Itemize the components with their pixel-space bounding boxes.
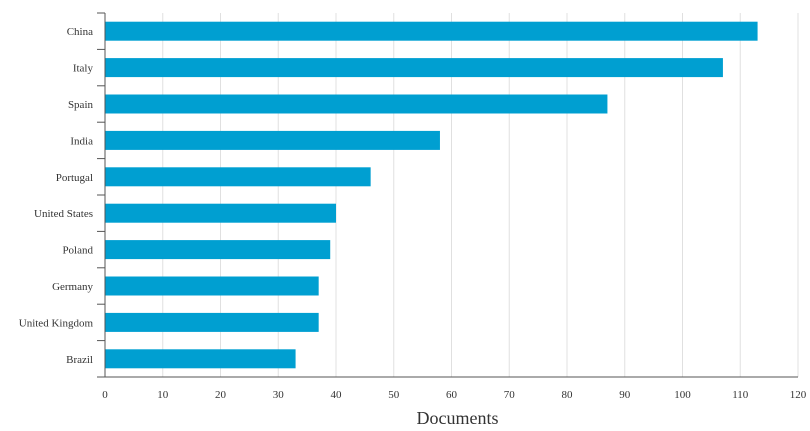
bar xyxy=(105,58,723,78)
x-tick-label: 100 xyxy=(674,389,691,401)
x-tick-label: 0 xyxy=(102,389,108,401)
category-label: Germany xyxy=(52,281,93,293)
category-label: Italy xyxy=(73,63,94,75)
x-tick-label: 120 xyxy=(790,389,807,401)
bar xyxy=(105,203,336,223)
category-label: United States xyxy=(34,208,93,220)
x-tick-label: 60 xyxy=(446,389,458,401)
bar xyxy=(105,312,319,332)
x-tick-label: 80 xyxy=(562,389,574,401)
x-tick-label: 30 xyxy=(273,389,285,401)
x-axis: 0 10 20 30 40 50 60 70 80 90 100 110 120 xyxy=(102,376,807,401)
category-label: United Kingdom xyxy=(19,317,94,329)
x-tick-label: 10 xyxy=(157,389,169,401)
x-tick-label: 90 xyxy=(619,389,631,401)
x-tick-label: 40 xyxy=(331,389,343,401)
bar xyxy=(105,240,331,260)
category-label: Brazil xyxy=(66,354,93,366)
x-tick-label: 110 xyxy=(732,389,749,401)
category-label: Portugal xyxy=(56,172,93,184)
category-label: India xyxy=(70,135,93,147)
bar xyxy=(105,167,371,187)
x-tick-label: 20 xyxy=(215,389,227,401)
category-label: Spain xyxy=(68,99,94,111)
x-tick-label: 50 xyxy=(388,389,400,401)
bar xyxy=(105,94,608,114)
category-label: China xyxy=(67,26,93,38)
x-axis-title: Documents xyxy=(417,408,499,428)
bar xyxy=(105,130,440,150)
x-tick-label: 70 xyxy=(504,389,516,401)
bars xyxy=(105,21,758,369)
bar xyxy=(105,276,319,296)
bar xyxy=(105,21,758,41)
bar xyxy=(105,349,296,369)
y-axis: China Italy Spain India Portugal United State… xyxy=(19,12,106,378)
category-label: Poland xyxy=(62,245,93,257)
